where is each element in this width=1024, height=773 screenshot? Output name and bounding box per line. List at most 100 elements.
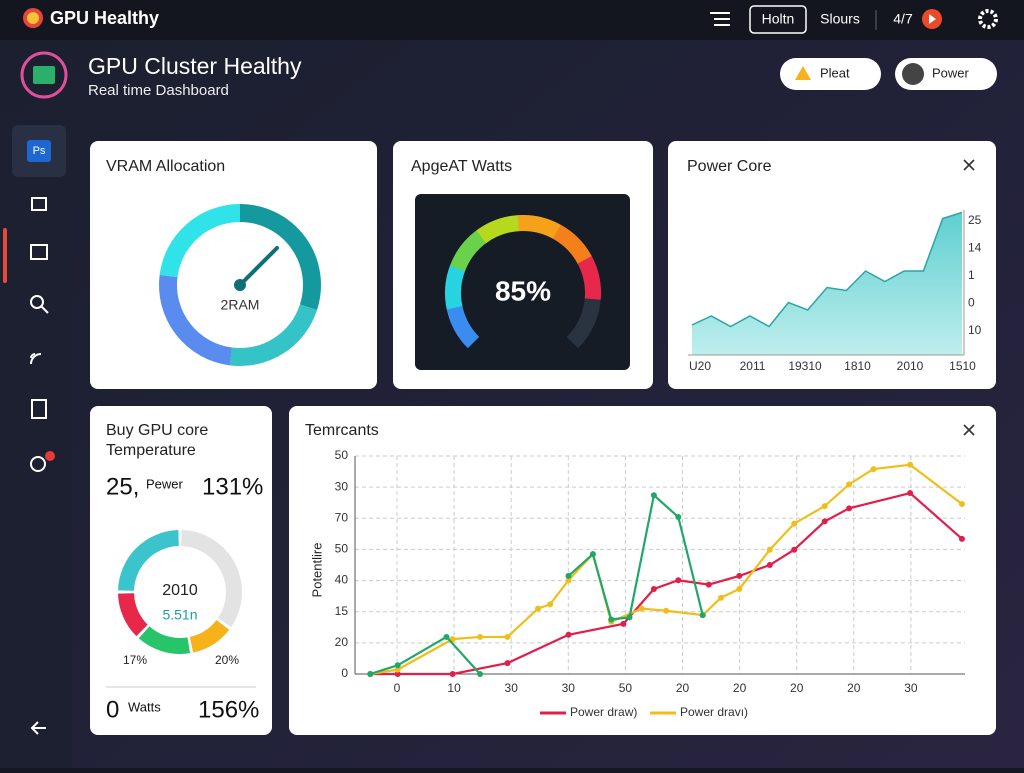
gauge-center: 2RAM [221,297,260,313]
stat-value: 0 [106,696,119,723]
donut-segment [189,619,230,653]
donut-sub: 5.51n [162,607,197,623]
y-tick-label: 70 [335,510,349,524]
stat-value: 25, [106,473,139,500]
x-tick-label: 19310 [788,359,822,373]
y-tick-label: 30 [335,479,349,493]
donut-segment [159,204,241,278]
y-tick-label: 0 [341,666,348,680]
x-tick-label: 1510 [949,359,976,373]
stat-pct: 131% [202,473,263,500]
data-point [626,614,633,621]
y-tick-label: 40 [335,573,349,587]
donut-label: 17% [123,653,147,667]
data-point [846,505,853,512]
menu-item[interactable]: Slours [820,11,860,27]
gauge-arc [552,224,593,265]
x-tick-label: 30 [904,681,918,695]
sidebar-indicator [3,228,7,283]
legend-label: Power dravı) [680,705,748,719]
y-tick-label: 14 [968,241,982,255]
x-tick-label: 30 [562,681,576,695]
data-point [477,633,484,640]
stat-label: Watts [128,699,161,714]
donut-segment [180,530,242,628]
x-tick-label: 0 [394,681,401,695]
data-point [705,581,712,588]
settings-icon[interactable] [978,9,998,29]
data-point [907,490,914,497]
close-button[interactable] [963,159,975,171]
button-label[interactable]: Holtn [762,11,795,27]
app-logo-inner [27,12,39,24]
card-title: Buy GPU core [106,422,208,439]
data-point [394,662,401,669]
card-title: ApgeAT Watts [411,158,512,175]
gauge-arc [446,305,480,349]
data-point [675,514,682,521]
card-title: Temperature [106,442,196,459]
x-tick-label: 2010 [897,359,924,373]
app-name: GPU Healthy [50,8,159,28]
close-button[interactable] [963,424,975,436]
page-title: GPU Cluster Healthy [88,53,302,79]
data-point [504,660,511,667]
area [692,212,962,355]
donut-center: 2010 [162,582,198,599]
data-point [821,503,828,510]
x-tick-label: 20 [847,681,861,695]
alert-label[interactable]: Pleat [820,65,850,80]
y-tick-label: 25 [968,213,982,227]
x-tick-label: U20 [689,359,711,373]
data-point [589,551,596,558]
list-icon[interactable] [710,12,730,26]
y-tick-label: 10 [968,323,982,337]
user-label[interactable]: Power [932,65,970,80]
donut-segment [118,592,148,637]
card-title: Temrcants [305,422,379,439]
data-point [870,466,877,473]
gauge-arc [445,264,466,310]
alert-button[interactable] [780,58,881,90]
donut-segment [229,304,318,366]
data-point [907,461,914,468]
data-point [394,671,401,677]
legend-label: Power draw) [570,705,637,719]
x-tick-label: 10 [447,681,461,695]
x-tick-label: 50 [619,681,633,695]
y-tick-label: 15 [335,604,349,618]
donut-segment [118,530,180,592]
data-point [565,577,572,584]
data-point [535,605,541,612]
data-point [650,585,657,592]
donut-label: 20% [215,653,239,667]
card-title: Power Core [687,158,772,175]
gauge-arc [517,215,562,240]
data-point [699,612,706,619]
sidebar-icons[interactable] [30,197,49,735]
data-point [718,594,724,601]
data-point [736,585,743,592]
header-logo [20,51,68,99]
x-tick-label: 20 [676,681,690,695]
y-tick-label: 20 [335,635,349,649]
data-point [504,633,511,640]
data-point [565,631,572,638]
y-tick-label: 50 [335,542,349,556]
x-tick-label: 2011 [740,359,766,373]
stat-label: Pewer [146,476,184,491]
pager: 4/7 [893,11,913,27]
data-point [766,546,773,553]
data-point [736,572,743,579]
data-point [638,605,645,612]
donut-segment [138,626,191,654]
gauge-arc [476,215,520,244]
y-tick-label: 50 [335,448,349,462]
button[interactable] [749,5,807,34]
gauge-hub [234,279,246,291]
data-point [394,666,401,673]
top-bar [0,0,1024,40]
area-line [691,211,963,328]
data-point [449,671,456,677]
data-point [663,607,670,614]
